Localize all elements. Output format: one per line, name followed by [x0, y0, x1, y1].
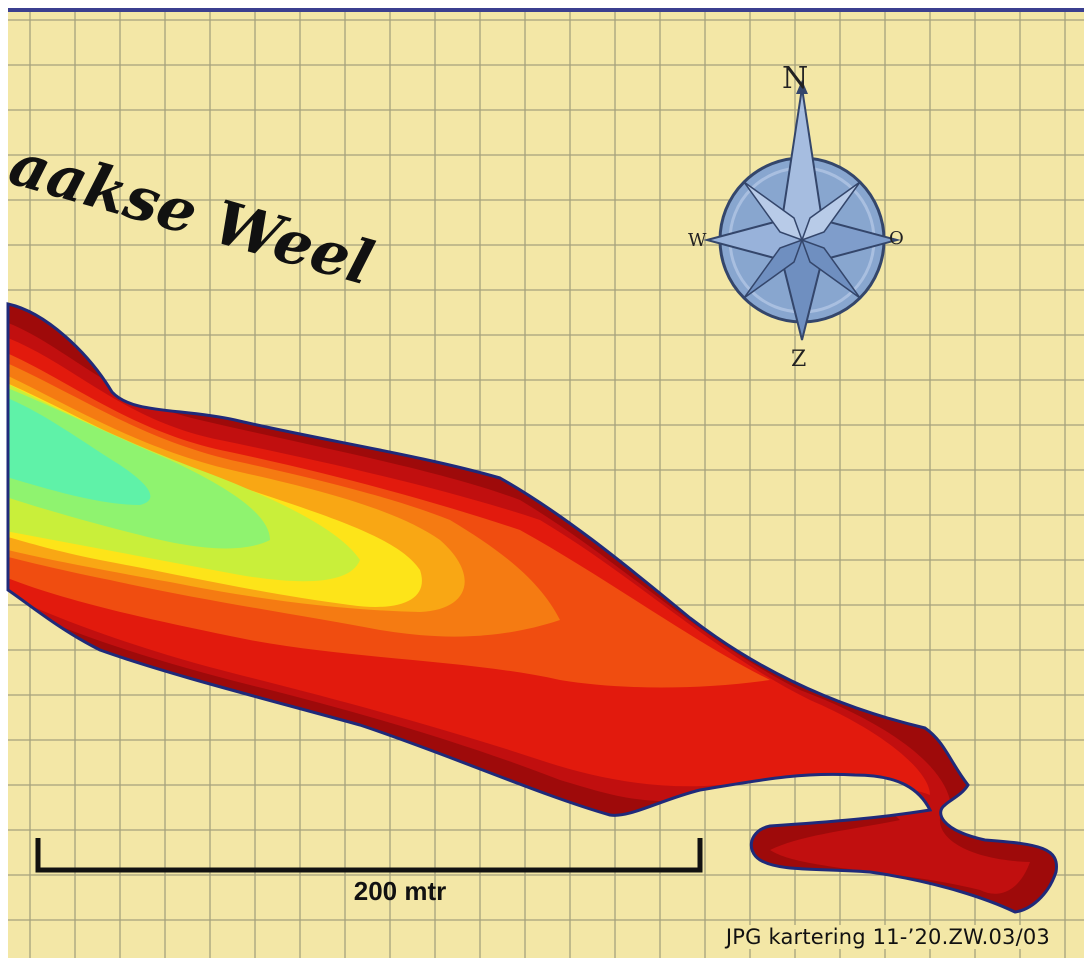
depth-band-9	[8, 395, 151, 505]
compass-east-label: O	[889, 228, 904, 249]
frame-bottom-border	[0, 958, 1084, 966]
compass-rose	[703, 80, 901, 341]
compass-north-label: N	[782, 61, 808, 96]
frame-top-line	[0, 8, 1084, 12]
scale-label: 200 mtr	[353, 876, 447, 906]
frame-left-border	[0, 0, 8, 966]
map-credit: JPG kartering 11-’20.ZW.03/03	[725, 925, 1050, 949]
frame-top-border	[0, 0, 1084, 10]
depth-band-8	[8, 385, 270, 549]
scale-bar	[35, 838, 703, 873]
compass-west-label: W	[688, 230, 707, 251]
compass-south-label: Z	[791, 347, 806, 372]
